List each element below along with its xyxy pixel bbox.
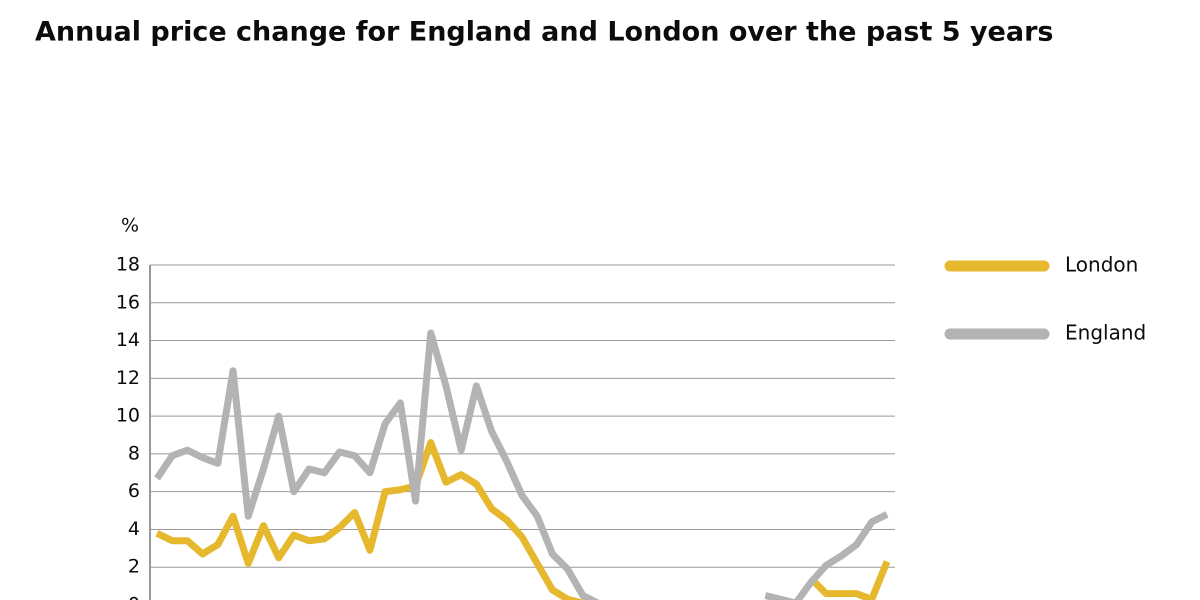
y-tick-label: 14 — [116, 329, 140, 351]
legend-label: London — [1065, 253, 1138, 277]
y-tick-label: 0 — [128, 594, 140, 600]
y-tick-label: 10 — [116, 405, 140, 427]
y-tick-label: 2 — [128, 556, 140, 578]
chart-title: Annual price change for England and Lond… — [35, 17, 1053, 48]
y-tick-label: 4 — [128, 518, 140, 540]
y-tick-label: 18 — [116, 254, 140, 276]
y-tick-label: 8 — [128, 442, 140, 464]
y-tick-label: 6 — [128, 480, 140, 502]
y-tick-label: 12 — [116, 367, 140, 389]
y-axis-label: % — [121, 215, 139, 237]
series-line — [154, 329, 889, 600]
y-tick-label: 16 — [116, 291, 140, 313]
legend-label: England — [1065, 321, 1146, 345]
series-line — [155, 439, 891, 600]
